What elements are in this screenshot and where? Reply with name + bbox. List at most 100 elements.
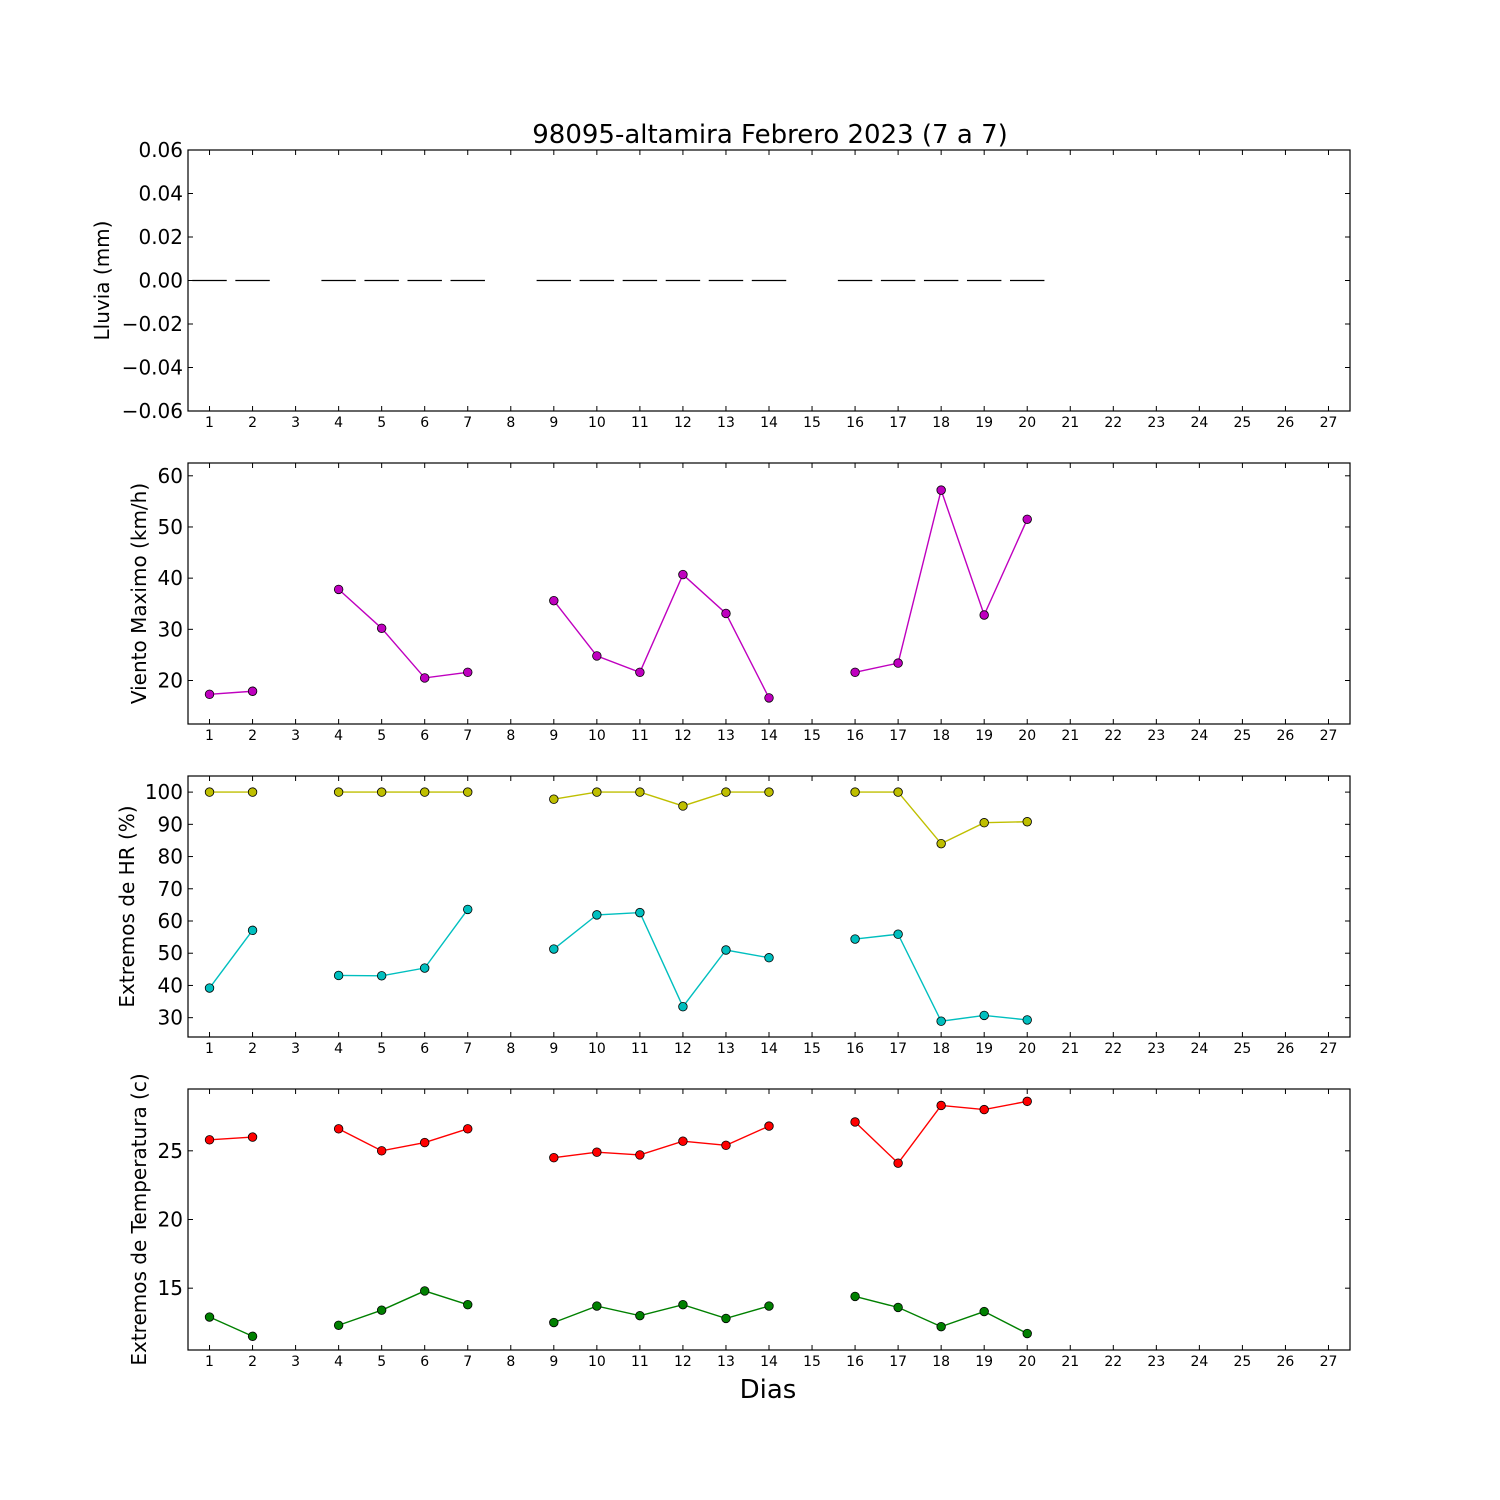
x-tick-label-humidity: 26 — [1277, 1041, 1295, 1057]
y-tick-label-humidity: 80 — [158, 845, 183, 869]
data-point-temperature-0-day-18 — [936, 1100, 946, 1111]
y-axis-label-temperature: Extremos de Temperatura (c) — [127, 1073, 151, 1365]
x-tick-label-wind: 18 — [932, 728, 950, 744]
x-tick-label-rain: 27 — [1320, 415, 1338, 431]
data-point-humidity-1-day-18 — [936, 1016, 946, 1026]
data-point-humidity-1-day-12 — [678, 1002, 688, 1012]
x-tick-label-humidity: 18 — [932, 1041, 950, 1057]
x-tick-label-wind: 25 — [1233, 728, 1251, 744]
y-tick-label-wind: 30 — [158, 617, 183, 641]
data-point-temperature-0-day-2 — [247, 1132, 258, 1142]
series-line-wind-0 — [854, 487, 1028, 673]
data-point-humidity-1-day-2 — [247, 925, 258, 936]
x-tick-label-wind: 15 — [803, 728, 821, 744]
series-line-temperature-1 — [209, 1316, 253, 1337]
x-tick-label-wind: 17 — [889, 728, 907, 744]
x-tick-label-wind: 2 — [248, 728, 257, 744]
data-point-humidity-1-day-9 — [549, 944, 559, 954]
x-tick-label-rain: 1 — [205, 415, 214, 431]
data-point-temperature-0-day-16 — [850, 1117, 860, 1127]
x-tick-label-temperature: 10 — [588, 1354, 606, 1370]
x-tick-label-rain: 18 — [932, 415, 950, 431]
x-tick-label-rain: 11 — [631, 415, 649, 431]
panel-rain: 0.060.040.020.00−0.02−0.04−0.06 1 2 3 4 5 6 7 8 9… — [90, 138, 1351, 431]
x-tick-label-humidity: 22 — [1104, 1041, 1122, 1057]
data-point-temperature-0-day-1 — [204, 1135, 215, 1145]
x-tick-label-rain: 9 — [549, 415, 558, 431]
data-point-temperature-1-day-13 — [721, 1313, 731, 1324]
data-point-temperature-0-day-9 — [549, 1152, 559, 1163]
series-line-wind-0 — [209, 690, 253, 696]
data-point-temperature-0-day-19 — [979, 1104, 989, 1115]
y-tick-label-rain: 0.02 — [138, 225, 183, 249]
y-tick-label-rain: −0.04 — [122, 356, 183, 380]
x-tick-label-humidity: 17 — [889, 1041, 907, 1057]
x-tick-label-humidity: 9 — [549, 1041, 558, 1057]
data-point-humidity-0-day-13 — [721, 787, 731, 797]
data-point-temperature-0-day-13 — [721, 1140, 731, 1151]
data-point-humidity-1-day-17 — [893, 929, 903, 939]
series-line-temperature-0 — [553, 1125, 770, 1159]
data-point-temperature-1-day-5 — [376, 1305, 387, 1315]
x-tick-label-rain: 19 — [975, 415, 993, 431]
series-line-temperature-0 — [209, 1136, 253, 1141]
x-tick-label-temperature: 22 — [1104, 1354, 1122, 1370]
x-tick-label-temperature: 26 — [1277, 1354, 1295, 1370]
x-tick-label-rain: 24 — [1190, 415, 1208, 431]
data-point-temperature-0-day-5 — [376, 1146, 387, 1156]
data-point-temperature-1-day-16 — [850, 1291, 860, 1302]
data-point-temperature-1-day-19 — [979, 1306, 989, 1317]
y-axis-label-humidity: Extremos de HR (%) — [115, 805, 139, 1007]
x-tick-label-temperature: 15 — [803, 1354, 821, 1370]
x-tick-label-wind: 12 — [674, 728, 692, 744]
data-point-wind-0-day-16 — [850, 667, 860, 678]
data-point-humidity-0-day-5 — [376, 787, 387, 797]
x-tick-label-rain: 10 — [588, 415, 606, 431]
x-tick-label-rain: 20 — [1018, 415, 1036, 431]
x-tick-label-humidity: 24 — [1190, 1041, 1208, 1057]
x-tick-label-rain: 15 — [803, 415, 821, 431]
series-line-humidity-1 — [854, 933, 1028, 1022]
y-tick-label-humidity: 40 — [158, 973, 183, 997]
x-tick-label-wind: 9 — [549, 728, 558, 744]
data-point-humidity-0-day-10 — [592, 787, 602, 797]
data-point-temperature-1-day-12 — [678, 1299, 688, 1310]
data-point-humidity-0-day-11 — [635, 787, 645, 797]
y-tick-label-wind: 60 — [158, 464, 183, 488]
x-tick-label-temperature: 3 — [291, 1354, 300, 1370]
y-tick-label-humidity: 60 — [158, 909, 183, 933]
x-tick-label-humidity: 19 — [975, 1041, 993, 1057]
data-point-humidity-0-day-7 — [463, 787, 473, 797]
data-point-temperature-1-day-4 — [333, 1320, 344, 1330]
data-point-wind-0-day-6 — [420, 673, 430, 683]
x-tick-label-humidity: 13 — [717, 1041, 735, 1057]
x-tick-label-wind: 4 — [334, 728, 343, 744]
data-point-humidity-0-day-14 — [764, 787, 774, 797]
x-tick-label-wind: 27 — [1320, 728, 1338, 744]
series-line-humidity-0 — [553, 791, 769, 807]
x-tick-label-temperature: 25 — [1233, 1354, 1251, 1370]
y-tick-label-rain: −0.02 — [122, 312, 183, 336]
x-tick-label-rain: 16 — [846, 415, 864, 431]
data-point-humidity-0-day-16 — [850, 787, 860, 797]
x-tick-label-temperature: 4 — [334, 1354, 343, 1370]
data-point-wind-0-day-18 — [936, 485, 946, 495]
x-tick-label-wind: 26 — [1277, 728, 1295, 744]
data-point-wind-0-day-19 — [979, 610, 989, 620]
data-point-wind-0-day-7 — [463, 667, 473, 678]
x-tick-label-humidity: 10 — [588, 1041, 606, 1057]
x-tick-label-humidity: 1 — [205, 1041, 214, 1057]
x-tick-label-temperature: 9 — [549, 1354, 558, 1370]
data-point-temperature-0-day-7 — [463, 1124, 473, 1134]
x-tick-label-temperature: 17 — [889, 1354, 907, 1370]
y-tick-label-temperature: 20 — [158, 1208, 183, 1232]
chart-title: 98095-altamira Febrero 2023 (7 a 7) — [532, 120, 1008, 150]
data-point-temperature-0-day-17 — [893, 1158, 903, 1168]
data-point-humidity-1-day-19 — [979, 1010, 989, 1021]
y-tick-label-humidity: 50 — [158, 941, 183, 965]
x-tick-label-rain: 2 — [248, 415, 257, 431]
x-tick-label-wind: 8 — [506, 728, 515, 744]
